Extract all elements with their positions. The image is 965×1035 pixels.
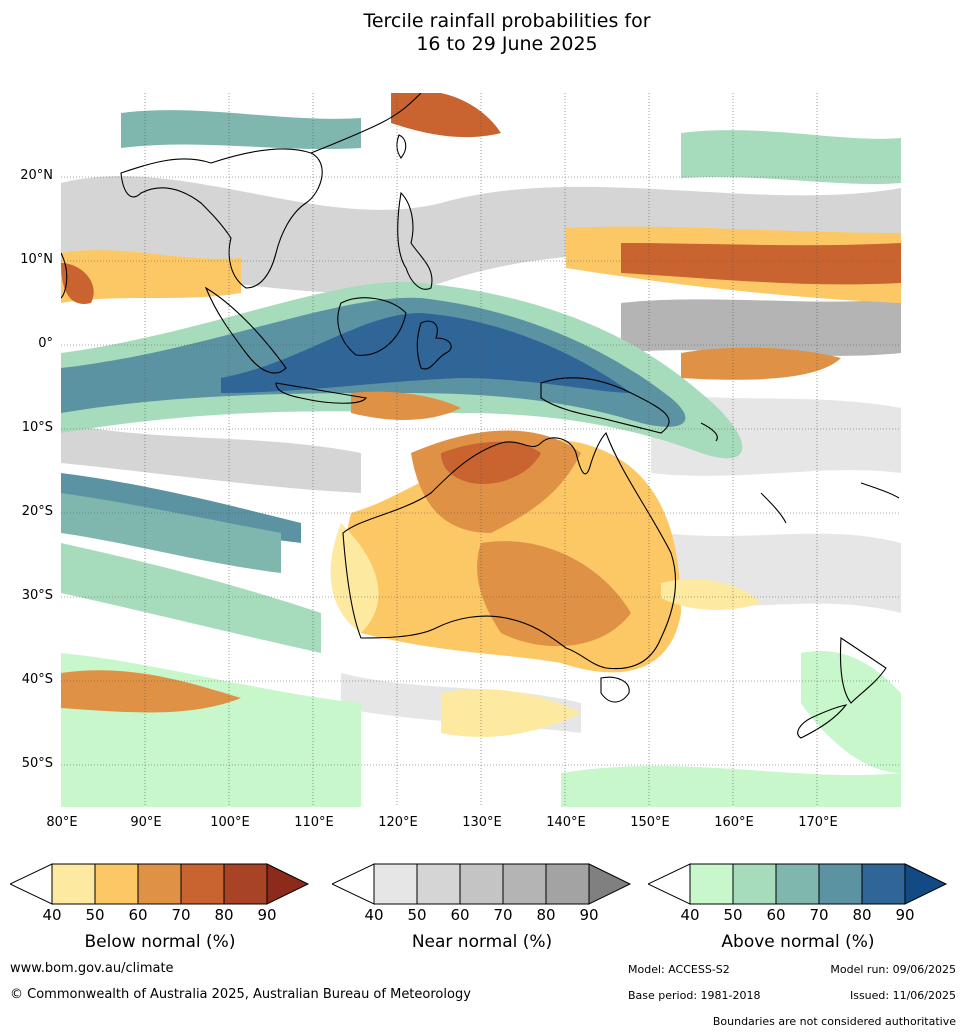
cbar-above-tick: 40 (680, 906, 700, 924)
colorbar-swatch (732, 863, 777, 905)
lon-label-170e: 170°E (798, 815, 838, 830)
colorbar-swatch (373, 863, 418, 905)
colorbar-near-svg (330, 863, 632, 905)
lon-label-150e: 150°E (630, 815, 670, 830)
lat-label-10s: 10°S (21, 420, 53, 435)
colorbar-above-svg (646, 863, 948, 905)
rainfall-probability-map (61, 93, 901, 807)
cbar-above-tick: 90 (895, 906, 915, 924)
cbar-below-tick: 70 (171, 906, 191, 924)
colorbar-swatch (223, 863, 268, 905)
footer-copyright: © Commonwealth of Australia 2025, Austra… (10, 987, 471, 1002)
footer-model: Model: ACCESS-S2 (628, 963, 730, 976)
colorbar-near-normal (330, 862, 632, 910)
lat-label-40s: 40°S (21, 672, 53, 687)
colorbar-swatch (137, 863, 182, 905)
lon-label-120e: 120°E (378, 815, 418, 830)
colorbar-swatch (330, 863, 375, 905)
below-normal-regions (61, 93, 901, 737)
cbar-above-tick: 50 (723, 906, 743, 924)
lat-label-20s: 20°S (21, 504, 53, 519)
footer-website: www.bom.gov.au/climate (10, 961, 174, 976)
lat-label-50s: 50°S (21, 756, 53, 771)
colorbar-near-title: Near normal (%) (411, 932, 553, 952)
map-title: Tercile rainfall probabilities for 16 to… (0, 10, 965, 56)
colorbar-swatch (502, 863, 547, 905)
lon-label-80e: 80°E (46, 815, 78, 830)
colorbar-swatch (818, 863, 863, 905)
colorbar-swatch (51, 863, 96, 905)
cbar-near-tick: 50 (407, 906, 427, 924)
colorbar-swatch (266, 863, 310, 905)
cbar-below-tick: 80 (214, 906, 234, 924)
cbar-near-tick: 40 (364, 906, 384, 924)
cbar-above-tick: 70 (809, 906, 829, 924)
lon-label-100e: 100°E (210, 815, 250, 830)
lon-label-110e: 110°E (294, 815, 334, 830)
colorbar-below-normal (8, 862, 310, 910)
lat-label-30s: 30°S (21, 588, 53, 603)
cbar-near-tick: 90 (579, 906, 599, 924)
colorbar-swatch (94, 863, 139, 905)
colorbar-swatch (689, 863, 734, 905)
title-line-1: Tercile rainfall probabilities for (363, 10, 651, 32)
colorbar-swatch (459, 863, 504, 905)
colorbar-swatch (904, 863, 948, 905)
footer-base-period: Base period: 1981-2018 (628, 989, 761, 1002)
footer-disclaimer: Boundaries are not considered authoritat… (712, 1015, 956, 1028)
cbar-below-tick: 90 (257, 906, 277, 924)
colorbar-swatch (775, 863, 820, 905)
graticule (61, 93, 901, 807)
colorbar-swatch (8, 863, 53, 905)
lat-label-10n: 10°N (20, 252, 53, 267)
colorbar-swatch (646, 863, 691, 905)
cbar-above-tick: 60 (766, 906, 786, 924)
cbar-near-tick: 80 (536, 906, 556, 924)
coastlines (61, 93, 900, 739)
footer-model-run: Model run: 09/06/2025 (830, 963, 956, 976)
cbar-near-tick: 60 (450, 906, 470, 924)
title-line-2: 16 to 29 June 2025 (416, 33, 598, 55)
colorbar-swatch (545, 863, 590, 905)
colorbar-swatch (861, 863, 906, 905)
colorbar-swatch (180, 863, 225, 905)
cbar-above-tick: 80 (852, 906, 872, 924)
colorbar-above-title: Above normal (%) (721, 932, 875, 952)
colorbar-swatch (588, 863, 632, 905)
cbar-below-tick: 50 (85, 906, 105, 924)
colorbar-above-normal (646, 862, 948, 910)
cbar-below-tick: 40 (42, 906, 62, 924)
cbar-near-tick: 70 (493, 906, 513, 924)
colorbar-swatch (416, 863, 461, 905)
lon-label-90e: 90°E (130, 815, 162, 830)
lon-label-160e: 160°E (714, 815, 754, 830)
cbar-below-tick: 60 (128, 906, 148, 924)
lon-label-140e: 140°E (546, 815, 586, 830)
map-svg (61, 93, 901, 807)
lat-label-20n: 20°N (20, 168, 53, 183)
footer-issued: Issued: 11/06/2025 (849, 989, 956, 1002)
colorbar-below-title: Below normal (%) (84, 932, 236, 952)
lat-label-0: 0° (38, 336, 53, 351)
lon-label-130e: 130°E (462, 815, 502, 830)
colorbar-below-svg (8, 863, 310, 905)
